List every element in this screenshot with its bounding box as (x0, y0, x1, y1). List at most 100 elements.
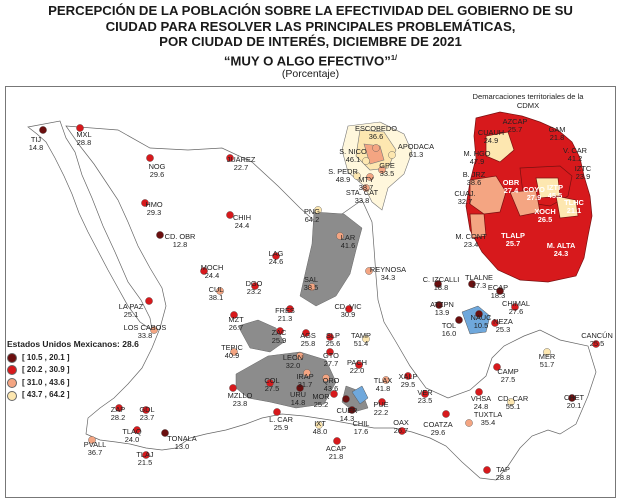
city-name: SLP (326, 331, 340, 340)
city-value: 43.6 (323, 384, 339, 394)
city-label-cd-car: CD. CAR 55.1 (498, 394, 528, 412)
cdmx-label-b-jrz: B. JRZ 38.6 (463, 170, 486, 188)
city-name: ZAP (110, 405, 126, 414)
city-name: CANCÚN (581, 331, 613, 340)
cdmx-value: 27.4 (503, 186, 519, 196)
city-name: URU (289, 390, 307, 399)
city-label-mor: MOR 25.2 (312, 392, 329, 410)
city-value: 14.8 (28, 143, 44, 153)
city-name: MTY (358, 175, 374, 184)
city-value: 17.6 (353, 427, 369, 437)
city-dot-tuxtla (465, 419, 473, 427)
grey-nuevo-leon (299, 211, 363, 307)
city-dot-cd-vic (345, 305, 353, 313)
city-value: 12.8 (172, 240, 188, 250)
city-label-nog: NOG 29.6 (149, 162, 166, 180)
cdmx-value: 23.4 (463, 240, 479, 250)
city-value: 17.3 (471, 281, 487, 291)
city-label-tlax: TLAX 41.8 (373, 376, 393, 394)
city-label-tap: TAP 28.8 (495, 465, 511, 483)
city-name: COATZA (423, 420, 453, 429)
cdmx-value: 21.1 (566, 206, 582, 216)
city-label-gdl: GDL 23.7 (139, 405, 154, 423)
city-value: 28.8 (495, 473, 511, 483)
legend-item-4: [ 43.7 , 64.2 ] (7, 389, 139, 402)
city-dot-qro (322, 374, 330, 382)
city-name: REYNOSA (369, 265, 407, 274)
legend: Estados Unidos Mexicanos: 28.6 [ 10.5 , … (7, 338, 139, 402)
chart-title: PERCEPCIÓN DE LA POBLACIÓN SOBRE LA EFEC… (0, 3, 621, 81)
city-label-leon: LEON 32.0 (283, 353, 303, 371)
city-name: MZT (228, 315, 244, 324)
city-dots (39, 124, 600, 474)
city-label-nauc: NAUC 10.5 (471, 313, 492, 331)
legend-label-1: [ 10.5 , 20.1 ] (22, 352, 70, 362)
city-name: CHIL (352, 419, 370, 428)
city-dot-xalp (404, 372, 412, 380)
city-label-mer: MER 51.7 (539, 352, 555, 370)
city-dot-hmo (141, 199, 149, 207)
city-label-uru: URU 14.8 (289, 390, 307, 408)
city-name: TEPIC (221, 343, 243, 352)
city-dot-col (266, 379, 274, 387)
legend-label-3: [ 31.0 , 43.6 ] (22, 377, 70, 387)
city-dot-mzt (230, 311, 238, 319)
city-label-pvall: PVALL 36.7 (84, 440, 106, 458)
cdmx-label-cuaj: CUAJ. 32.7 (454, 189, 475, 207)
city-name: VHSA (470, 394, 492, 403)
city-dot-tij (39, 126, 47, 134)
city-label-tlalne: TLALNE 17.3 (465, 273, 493, 291)
city-name: DGO (245, 279, 263, 288)
cdmx-name: M. ALTA (546, 241, 576, 250)
city-name: CHIMAL (502, 299, 530, 308)
city-name: CAMP (497, 367, 519, 376)
city-label-mxl: MXL 28.8 (76, 130, 91, 148)
cdmx-value: 32.7 (457, 197, 473, 207)
city-label-reynosa: REYNOSA 34.3 (369, 265, 407, 283)
cdmx-label-xoch: XOCH 26.5 (534, 207, 555, 225)
city-dot-zap (115, 404, 123, 412)
city-label-l-car: L. CAR 25.9 (269, 415, 293, 433)
city-label-moch: MOCH 24.4 (201, 263, 224, 281)
city-value: 25.6 (325, 339, 341, 349)
city-label-cd-obr: CD. OBR 12.8 (165, 232, 196, 250)
city-value: 28.2 (110, 413, 126, 423)
city-value: 26.7 (228, 323, 244, 333)
city-value: 22.0 (349, 366, 365, 376)
city-dot-sal (308, 283, 316, 291)
city-name: QRO (322, 376, 340, 385)
city-value: 41.8 (375, 384, 391, 394)
city-value: 64.2 (304, 215, 320, 225)
city-value: 24.4 (234, 221, 250, 231)
city-name: TONALA (167, 434, 197, 443)
city-dot-chet (568, 394, 576, 402)
city-value: 36.6 (368, 132, 384, 142)
city-value: 41.6 (340, 241, 356, 251)
city-dot-ags (302, 329, 310, 337)
city-label-tamp: TAMP 51.4 (351, 331, 371, 349)
city-dot-canc-n (592, 340, 600, 348)
city-value: 55.1 (505, 402, 521, 412)
city-label-atzpn: ATZPN 13.9 (430, 300, 454, 318)
city-name: AGS (300, 331, 316, 340)
city-value: 24.6 (268, 257, 284, 267)
city-dot-uru (296, 384, 304, 392)
city-name: ATZPN (430, 300, 454, 309)
city-label-coatza: COATZA 29.6 (423, 420, 453, 438)
city-name: STA. CAT (345, 188, 379, 197)
city-dot-tlalne (468, 280, 476, 288)
city-name: TLAX (373, 376, 393, 385)
city-label-mzt: MZT 26.7 (228, 315, 244, 333)
city-name: ACAP (325, 444, 347, 453)
city-name: APODACA (397, 142, 435, 151)
city-dot-tonala (161, 429, 169, 437)
city-value: 10.5 (473, 321, 489, 331)
city-label-fres: FRES 21.3 (275, 306, 295, 324)
city-label-pach: PACH 22.0 (347, 358, 367, 376)
city-label-ags: AGS 25.8 (300, 331, 316, 349)
city-label-tepic: TEPIC 40.9 (221, 343, 243, 361)
city-name: OAX (393, 418, 409, 427)
city-dot-ecap (496, 287, 504, 295)
city-value: 27.6 (508, 307, 524, 317)
title-emphasis: “MUY O ALGO EFECTIVO” (223, 52, 391, 68)
